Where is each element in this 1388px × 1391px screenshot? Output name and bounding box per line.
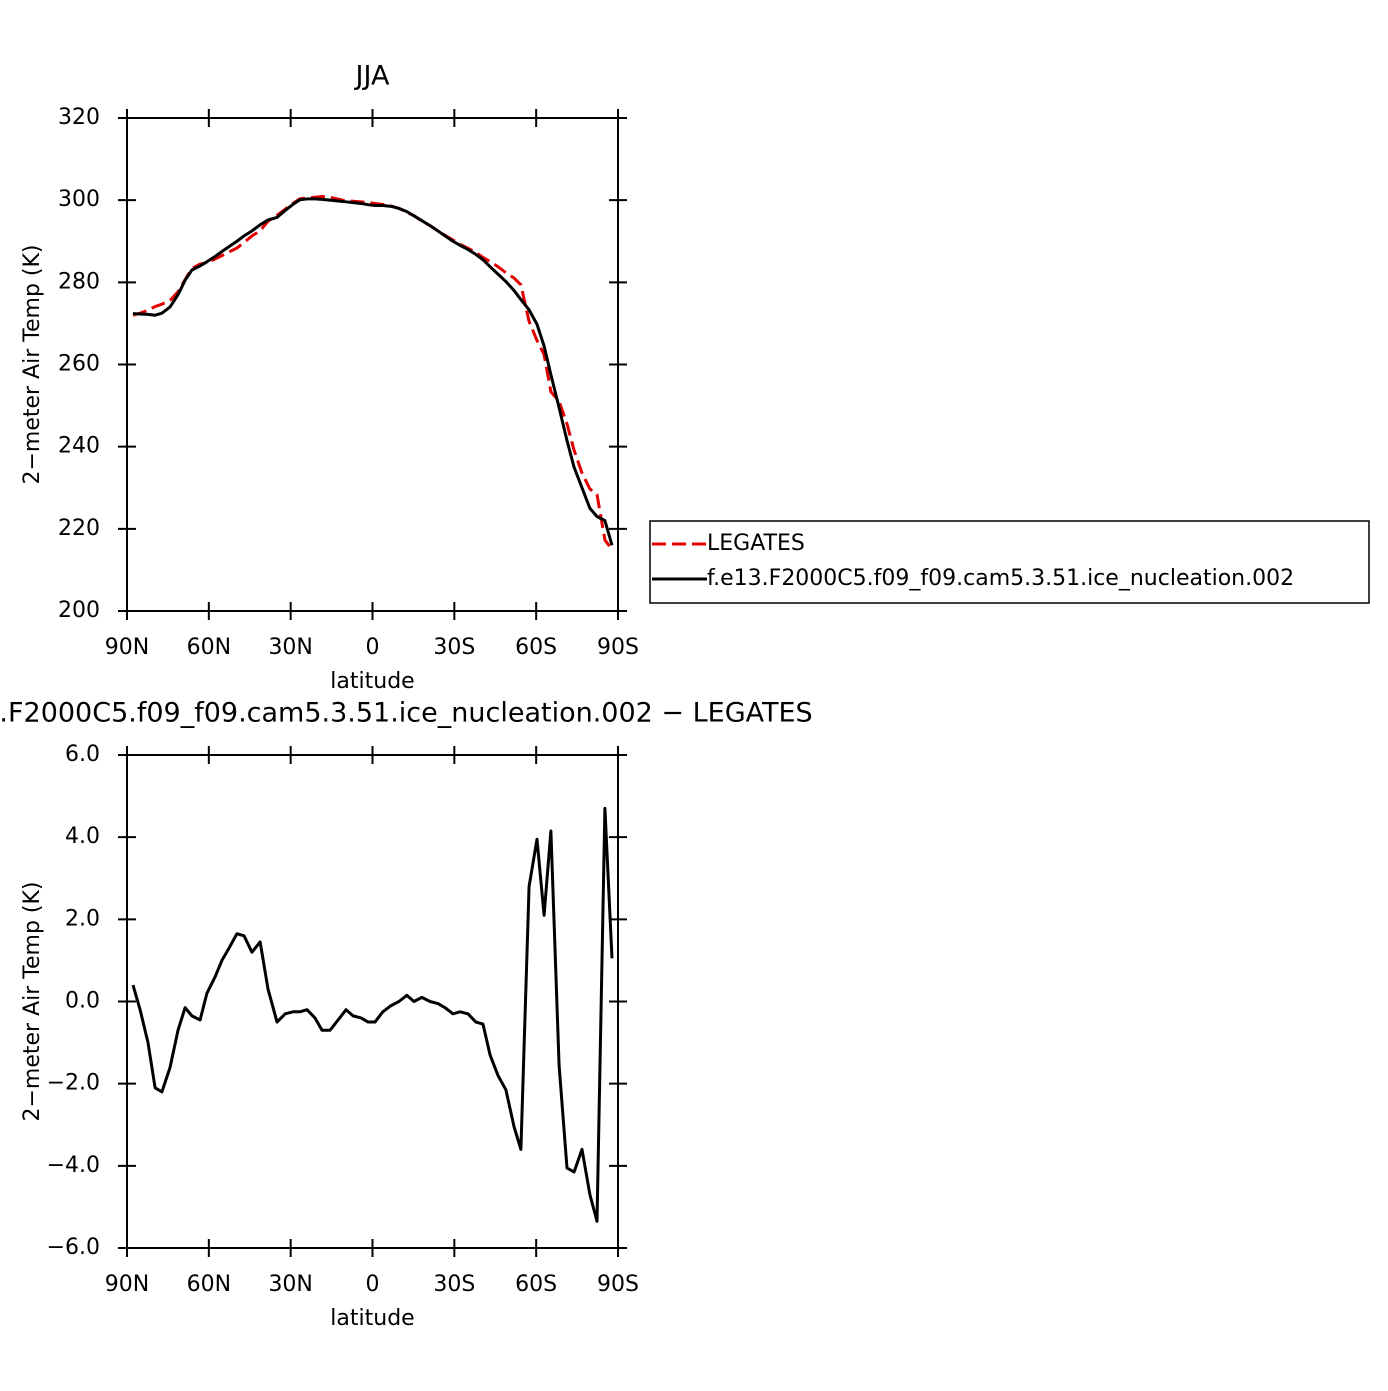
- x-tick-label: 30S: [433, 1272, 475, 1297]
- y-tick-label: 4.0: [65, 824, 100, 849]
- y-axis-label: 2−meter Air Temp (K): [20, 244, 45, 484]
- x-axis-label: latitude: [330, 1306, 414, 1331]
- legend-box: [649, 520, 1370, 604]
- y-tick-label: 300: [58, 187, 100, 212]
- x-tick-label: 30S: [433, 635, 475, 660]
- x-tick-label: 60S: [515, 635, 557, 660]
- x-tick-label: 90N: [105, 635, 149, 660]
- data-line: [132, 194, 614, 551]
- y-tick-label: 2.0: [65, 906, 100, 931]
- y-tick-label: 6.0: [65, 742, 100, 767]
- legend-label: LEGATES: [707, 531, 805, 556]
- data-line: [132, 197, 614, 546]
- y-tick-label: 320: [58, 105, 100, 130]
- y-tick-label: 240: [58, 434, 100, 459]
- x-tick-label: 0: [366, 635, 380, 660]
- x-tick-label: 90S: [597, 1272, 639, 1297]
- y-tick-label: −2.0: [47, 1071, 100, 1096]
- x-tick-label: 60N: [187, 635, 231, 660]
- x-axis-label: latitude: [330, 669, 414, 694]
- y-tick-label: −4.0: [47, 1153, 100, 1178]
- x-tick-label: 90S: [597, 635, 639, 660]
- x-tick-label: 30N: [268, 1272, 312, 1297]
- plot-frame: [126, 754, 619, 1249]
- chart-title: JJA: [354, 61, 390, 92]
- y-tick-label: −6.0: [47, 1235, 100, 1260]
- x-tick-label: 60S: [515, 1272, 557, 1297]
- data-line: [131, 806, 614, 1223]
- y-tick-label: 200: [58, 598, 100, 623]
- y-tick-label: 280: [58, 269, 100, 294]
- x-tick-label: 90N: [105, 1272, 149, 1297]
- x-tick-label: 30N: [268, 635, 312, 660]
- y-tick-label: 0.0: [65, 989, 100, 1014]
- x-tick-label: 60N: [187, 1272, 231, 1297]
- chart-title: f.e13.F2000C5.f09_f09.cam5.3.51.ice_nucl…: [0, 698, 813, 729]
- legend-label: f.e13.F2000C5.f09_f09.cam5.3.51.ice_nucl…: [707, 566, 1294, 591]
- y-axis-label: 2−meter Air Temp (K): [20, 881, 45, 1121]
- y-tick-label: 220: [58, 516, 100, 541]
- x-tick-label: 0: [366, 1272, 380, 1297]
- plot-frame: [126, 117, 619, 612]
- y-tick-label: 260: [58, 352, 100, 377]
